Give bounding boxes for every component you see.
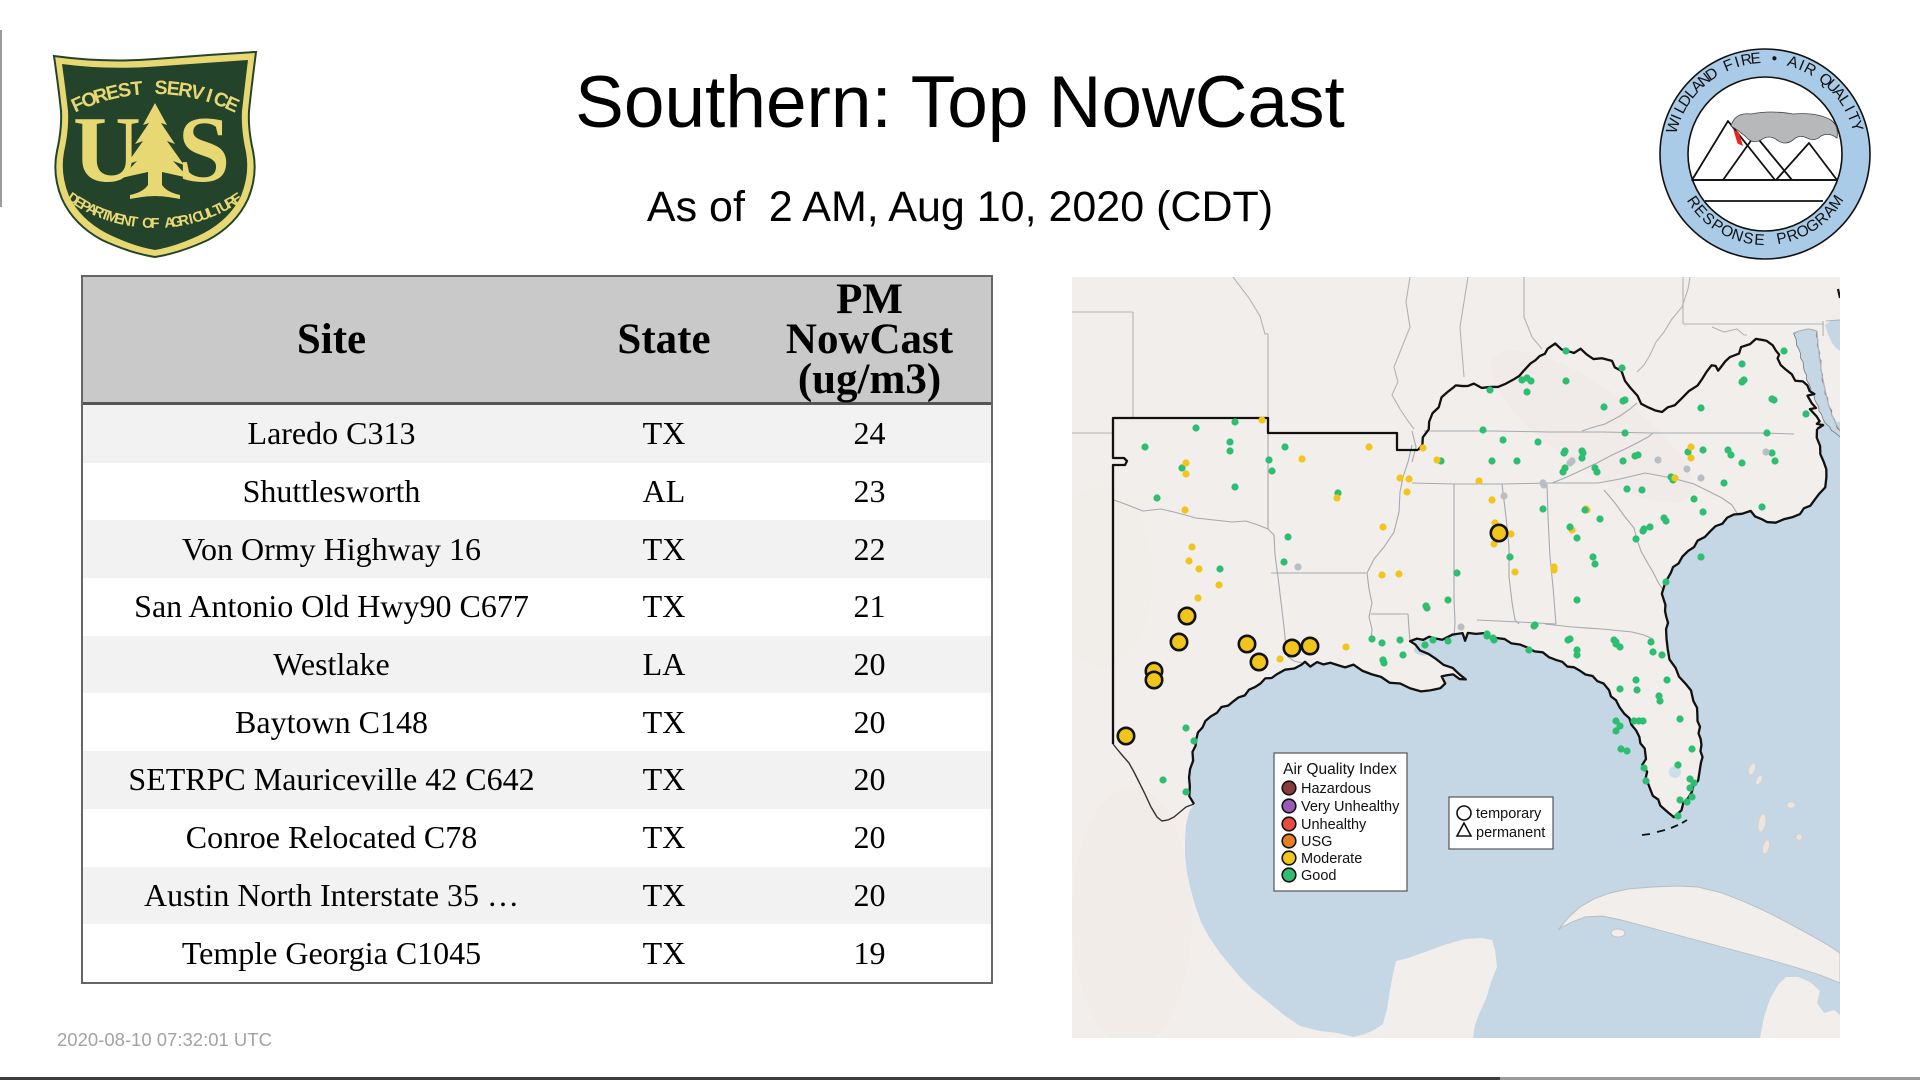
svg-text:S: S [1741,230,1754,249]
svg-text:N: N [119,212,132,230]
svg-text:Hazardous: Hazardous [1301,781,1371,797]
svg-text:A: A [164,215,177,232]
svg-text:Unhealthy: Unhealthy [1301,817,1367,833]
svg-text:U: U [73,98,141,202]
svg-text:U: U [197,206,212,225]
svg-text:Moderate: Moderate [1301,851,1362,867]
svg-text:W: W [1663,116,1684,135]
svg-text:R: R [91,83,111,108]
svg-text:I: I [1668,112,1685,123]
svg-text:temporary: temporary [1476,806,1542,822]
svg-text:G: G [170,214,183,231]
svg-text:V: V [189,81,207,105]
svg-text:M: M [104,208,120,227]
svg-text:N: N [1729,226,1745,246]
svg-text:O: O [78,87,100,113]
svg-text:Air Quality Index: Air Quality Index [1283,761,1397,778]
svg-text:Y: Y [1847,119,1866,134]
svg-text:F: F [151,216,160,232]
svg-text:R: R [1785,226,1801,246]
svg-text:I: I [187,211,195,227]
svg-text:Very Unhealthy: Very Unhealthy [1301,799,1400,815]
svg-text:T: T [128,214,139,231]
svg-text:Good: Good [1301,868,1336,884]
svg-text:I: I [1733,54,1742,72]
svg-text:E: E [104,81,122,105]
svg-text:•: • [1771,50,1778,67]
svg-text:S: S [178,98,230,202]
svg-text:E: E [112,211,126,229]
svg-text:I: I [1841,103,1858,115]
svg-text:E: E [1754,231,1765,249]
svg-text:permanent: permanent [1476,825,1545,841]
svg-text:I: I [203,85,215,108]
svg-text:R: R [177,212,191,230]
svg-text:E: E [166,77,181,100]
svg-text:T: T [130,77,144,100]
svg-text:R: R [1739,51,1753,70]
svg-text:O: O [142,216,154,233]
svg-text:C: C [191,208,206,226]
svg-text:USG: USG [1301,834,1332,850]
svg-text:S: S [116,79,132,103]
svg-text:P: P [1775,230,1788,249]
svg-text:E: E [1750,50,1762,68]
svg-text:I: I [1796,57,1806,74]
svg-text:R: R [177,78,194,102]
svg-text:S: S [154,77,168,99]
